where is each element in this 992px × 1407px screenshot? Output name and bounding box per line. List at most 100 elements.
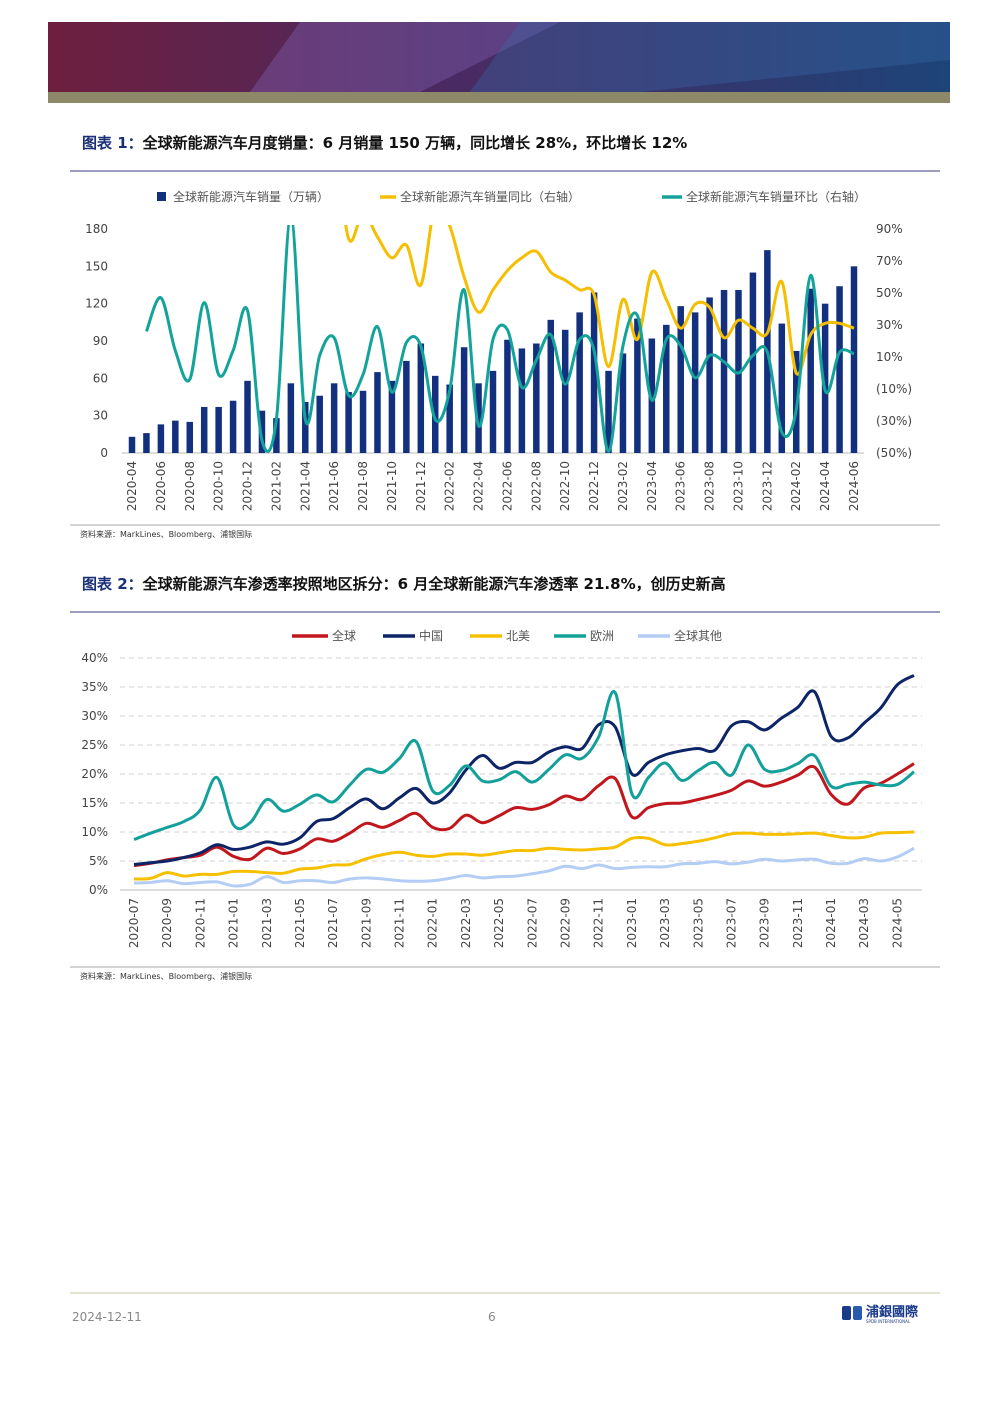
- x-tick-label: 2022-03: [459, 898, 473, 948]
- bar: [446, 384, 453, 453]
- x-tick-label: 2023-02: [616, 461, 630, 511]
- legend-label: 北美: [506, 629, 530, 643]
- header-banner: [48, 22, 950, 103]
- x-tick-label: 2022-01: [426, 898, 440, 948]
- legend-swatch: [157, 192, 166, 201]
- y-tick-label: 120: [85, 297, 108, 311]
- x-tick-label: 2020-08: [183, 461, 197, 511]
- figure-title: 全球新能源汽车渗透率按照地区拆分：6 月全球新能源汽车渗透率 21.8%，创历史…: [142, 575, 726, 593]
- bar: [821, 303, 829, 453]
- bar: [172, 420, 179, 453]
- bar: [691, 312, 699, 453]
- x-tick-label: 2021-02: [269, 461, 283, 511]
- chart-title: 图表 2：全球新能源汽车渗透率按照地区拆分：6 月全球新能源汽车渗透率 21.8…: [82, 575, 726, 593]
- bar: [836, 286, 843, 453]
- series-line: [133, 674, 915, 866]
- x-tick-label: 2024-01: [824, 898, 838, 948]
- legend-label: 全球其他: [674, 628, 722, 643]
- y-tick-label: 0: [100, 446, 108, 460]
- x-tick-label: 2022-12: [587, 461, 601, 511]
- bar: [547, 319, 555, 453]
- figure-1-frame: [70, 170, 940, 968]
- x-tick-label: 2023-09: [758, 898, 772, 948]
- figure-title: 全球新能源汽车月度销量：6 月销量 150 万辆，同比增长 28%，环比增长 1…: [142, 134, 688, 152]
- bar: [157, 424, 165, 453]
- bar: [590, 292, 598, 453]
- source-note: 资料来源：MarkLines、Bloomberg、浦银国际: [80, 529, 252, 539]
- bar: [431, 375, 439, 453]
- bar: [648, 338, 656, 453]
- x-tick-label: 2024-02: [789, 461, 803, 511]
- x-tick-label: 2023-04: [645, 461, 659, 511]
- bar: [302, 401, 309, 453]
- y-tick-label: 30: [93, 409, 108, 423]
- y2-tick-label: 90%: [876, 222, 903, 236]
- x-tick-label: 2023-03: [658, 898, 672, 948]
- bar: [749, 272, 757, 453]
- bar: [634, 318, 641, 453]
- x-tick-label: 2024-04: [818, 461, 832, 511]
- x-tick-label: 2024-03: [857, 898, 871, 948]
- x-tick-label: 2020-06: [154, 461, 168, 511]
- series-line: [133, 846, 915, 888]
- bar: [807, 288, 814, 453]
- source-note: 资料来源：MarkLines、Bloomberg、浦银国际: [80, 971, 252, 981]
- bar: [359, 390, 367, 453]
- x-tick-label: 2021-10: [385, 461, 399, 511]
- y-tick-label: 15%: [81, 796, 108, 810]
- series-line: [133, 762, 915, 868]
- y-tick-label: 180: [85, 222, 108, 236]
- x-tick-label: 2022-11: [592, 898, 606, 948]
- footer-date: 2024-12-11: [72, 1310, 142, 1324]
- bar: [720, 289, 728, 453]
- series-line: [133, 689, 915, 841]
- bar: [244, 380, 251, 453]
- legend-label: 全球: [332, 628, 356, 643]
- bar: [388, 380, 396, 453]
- legend-label: 中国: [419, 628, 443, 643]
- x-tick-label: 2021-11: [393, 898, 407, 948]
- series-line: [133, 830, 915, 881]
- bar: [663, 324, 670, 453]
- y2-tick-label: 10%: [876, 350, 903, 364]
- x-tick-label: 2023-07: [724, 898, 738, 948]
- x-tick-label: 2022-02: [443, 461, 457, 511]
- x-tick-label: 2022-06: [500, 461, 514, 511]
- bar: [143, 433, 150, 453]
- bar: [605, 370, 612, 453]
- x-tick-label: 2023-12: [760, 461, 774, 511]
- bar: [215, 406, 222, 453]
- x-tick-label: 2021-12: [414, 461, 428, 511]
- y2-tick-label: 50%: [876, 286, 903, 300]
- figure-label: 图表 2：: [82, 575, 143, 593]
- x-tick-label: 2022-09: [558, 898, 572, 948]
- y-tick-label: 35%: [81, 680, 108, 694]
- bar: [229, 400, 237, 453]
- x-tick-label: 2024-05: [890, 898, 904, 948]
- y-tick-label: 20%: [81, 767, 108, 781]
- logo-subtext: SPDB INTERNATIONAL: [866, 1319, 911, 1324]
- bar: [345, 392, 352, 453]
- x-tick-label: 2020-12: [241, 461, 255, 511]
- legend-label: 全球新能源汽车销量环比（右轴）: [686, 189, 866, 204]
- bar: [533, 343, 540, 453]
- y2-tick-label: 70%: [876, 254, 903, 268]
- bar: [489, 370, 497, 453]
- x-tick-label: 2023-11: [791, 898, 805, 948]
- logo-text: 浦銀國際: [866, 1304, 919, 1320]
- x-tick-label: 2022-07: [525, 898, 539, 948]
- y-tick-label: 0%: [89, 883, 108, 897]
- bar: [576, 312, 583, 453]
- bar: [677, 306, 684, 453]
- bar: [186, 421, 194, 453]
- y-tick-label: 40%: [81, 651, 108, 665]
- x-tick-label: 2024-06: [847, 461, 861, 511]
- x-tick-label: 2020-04: [125, 461, 139, 511]
- bar: [128, 436, 136, 453]
- x-tick-label: 2021-07: [326, 898, 340, 948]
- bar: [706, 297, 713, 453]
- y2-tick-label: (50%): [876, 446, 912, 460]
- bar: [374, 372, 381, 453]
